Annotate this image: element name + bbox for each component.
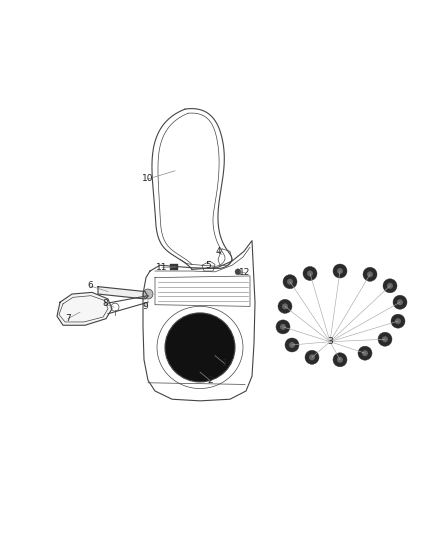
- Circle shape: [282, 303, 288, 309]
- Circle shape: [280, 324, 286, 330]
- Circle shape: [363, 268, 377, 281]
- Circle shape: [289, 342, 295, 348]
- Circle shape: [337, 357, 343, 363]
- Circle shape: [309, 354, 315, 360]
- Circle shape: [333, 353, 347, 367]
- Circle shape: [287, 279, 293, 285]
- Circle shape: [307, 270, 313, 277]
- Circle shape: [278, 300, 292, 313]
- Text: 2: 2: [207, 376, 213, 385]
- Bar: [170, 264, 178, 270]
- Text: 6: 6: [87, 281, 93, 290]
- Circle shape: [395, 318, 401, 324]
- Text: 12: 12: [239, 268, 251, 277]
- Circle shape: [276, 320, 290, 334]
- Circle shape: [285, 338, 299, 352]
- Text: 11: 11: [156, 263, 168, 272]
- Circle shape: [333, 264, 347, 278]
- Circle shape: [367, 271, 373, 277]
- Circle shape: [387, 283, 393, 289]
- Circle shape: [283, 274, 297, 289]
- Circle shape: [378, 332, 392, 346]
- Circle shape: [391, 314, 405, 328]
- Text: 1: 1: [222, 359, 228, 368]
- Circle shape: [305, 350, 319, 364]
- Text: 4: 4: [215, 247, 221, 256]
- Circle shape: [235, 269, 241, 275]
- Ellipse shape: [165, 313, 235, 382]
- Text: 3: 3: [327, 337, 333, 346]
- Text: 10: 10: [142, 174, 154, 183]
- Text: 8: 8: [102, 300, 108, 309]
- Circle shape: [382, 336, 388, 342]
- Circle shape: [358, 346, 372, 360]
- Circle shape: [383, 279, 397, 293]
- Text: 5: 5: [205, 261, 211, 270]
- Circle shape: [393, 295, 407, 309]
- Circle shape: [111, 303, 119, 311]
- Text: 9: 9: [142, 302, 148, 311]
- Circle shape: [143, 289, 153, 299]
- Text: 7: 7: [65, 314, 71, 323]
- Polygon shape: [57, 293, 112, 325]
- Circle shape: [397, 299, 403, 305]
- Circle shape: [362, 350, 368, 356]
- Circle shape: [337, 268, 343, 274]
- Circle shape: [303, 266, 317, 280]
- Polygon shape: [98, 287, 148, 299]
